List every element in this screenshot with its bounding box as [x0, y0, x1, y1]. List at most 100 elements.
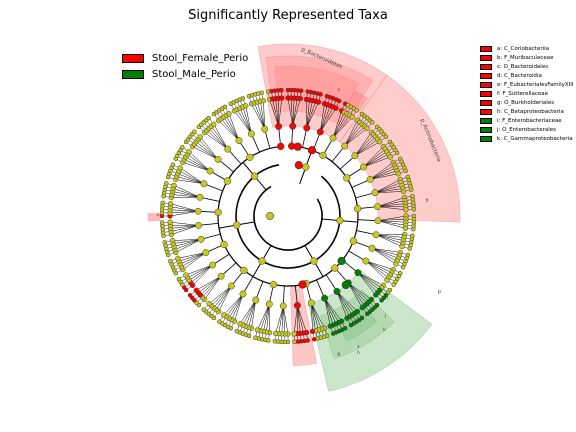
tree-branch	[370, 167, 396, 180]
tree-node	[302, 163, 310, 171]
tree-branch	[377, 200, 406, 207]
taxa-key-swatch	[480, 117, 492, 124]
tree-branch	[215, 285, 232, 310]
tree-branch	[275, 305, 284, 334]
tree-branch	[170, 225, 199, 232]
tree-branch	[234, 293, 244, 322]
tree-branch	[177, 252, 206, 259]
tree-branch	[363, 148, 386, 168]
tree-branch	[297, 305, 304, 334]
tree-branch	[213, 285, 232, 308]
tree-node	[303, 124, 311, 132]
taxa-key-item: e: F_EubacterialesFamilyXIII	[480, 80, 574, 89]
tree-branch	[354, 132, 372, 156]
tree-nodes	[159, 87, 417, 345]
tree-node	[341, 142, 349, 150]
tree-branch	[173, 188, 201, 198]
legend-swatch-female	[122, 53, 144, 63]
tree-branch	[260, 303, 270, 331]
tree-branch	[223, 293, 244, 316]
tree-node	[277, 142, 285, 151]
tree-node	[206, 167, 214, 175]
tree-branch	[278, 98, 283, 127]
tree-branch	[228, 113, 240, 141]
clade-label: h	[357, 350, 360, 356]
tree-branch	[172, 239, 202, 241]
tree-branch	[376, 234, 405, 238]
taxa-key-swatch	[480, 126, 492, 133]
tree-node	[272, 339, 278, 344]
tree-branch	[311, 302, 322, 330]
taxa-key-label: c: O_Bacteroidales	[497, 63, 549, 70]
tree-branch	[272, 98, 279, 127]
tree-node	[315, 99, 322, 105]
clade-label: b	[426, 197, 429, 203]
taxa-key-label: i: F_Enterobacteriaceae	[497, 117, 562, 124]
tree-node	[374, 203, 381, 211]
tree-branch	[348, 282, 365, 306]
tree-node	[227, 282, 235, 290]
tree-branch	[332, 115, 350, 139]
tree-branch	[311, 302, 316, 331]
tree-branch	[173, 185, 201, 198]
clade-shade	[307, 269, 433, 392]
tree-node	[240, 266, 248, 275]
tree-branch	[208, 285, 232, 304]
clade-shades	[147, 43, 461, 392]
clade-label: j	[384, 313, 386, 319]
tree-branch	[374, 182, 402, 193]
taxonomy-ring	[217, 145, 359, 287]
legend-label-female: Stool_Female_Perio	[152, 52, 249, 64]
tree-branch	[357, 272, 382, 289]
tree-branch	[170, 203, 199, 212]
taxa-key-swatch	[480, 108, 492, 115]
tree-node	[353, 205, 362, 213]
tree-node	[373, 292, 379, 298]
taxa-key-list: a: C_Coriobacteriia b: F_Muribaculaceae c:…	[480, 44, 574, 143]
tree-branch	[281, 305, 284, 334]
tree-branch	[357, 272, 380, 291]
tree-branch	[336, 291, 350, 317]
tree-branch	[251, 299, 256, 329]
tree-branch	[260, 101, 265, 130]
tree-branch	[257, 303, 270, 331]
clade-label: f	[358, 344, 360, 350]
taxa-key-label: a: C_Coriobacteriia	[497, 45, 550, 52]
tree-node	[194, 207, 202, 215]
tree-node-significant	[337, 256, 346, 266]
tree-node	[394, 150, 400, 156]
taxa-key-swatch	[480, 135, 492, 142]
tree-branch	[377, 220, 406, 223]
tree-branch	[283, 305, 289, 335]
tree-branch	[170, 225, 199, 229]
tree-node	[197, 134, 203, 140]
tree-branch	[187, 154, 211, 172]
tree-node	[197, 235, 205, 243]
tree-node	[168, 258, 173, 264]
tree-node	[187, 293, 193, 298]
tree-branch	[363, 146, 384, 168]
tree-node	[321, 294, 329, 302]
tree-branch	[311, 302, 325, 329]
tree-branch	[336, 291, 356, 314]
tree-branch	[192, 264, 213, 286]
tree-node	[349, 114, 355, 120]
tree-branch	[204, 132, 228, 150]
taxa-key-item: c: O_Bacteroidales	[480, 62, 574, 71]
tree-branch	[320, 104, 328, 133]
tree-branch	[174, 239, 202, 250]
tree-branch	[363, 151, 388, 168]
tree-node	[379, 298, 384, 303]
tree-branch	[354, 141, 380, 156]
tree-node	[318, 92, 323, 97]
tree-branch	[204, 276, 222, 300]
taxa-key-label: h: C_Betaproteobacteria	[497, 108, 564, 115]
tree-branch	[198, 139, 219, 160]
tree-node	[224, 145, 232, 153]
tree-node	[217, 319, 222, 324]
tree-branch	[192, 146, 219, 160]
tree-node	[175, 255, 181, 261]
tree-node	[252, 296, 260, 304]
tree-branch	[306, 99, 310, 128]
tree-node	[209, 261, 216, 269]
